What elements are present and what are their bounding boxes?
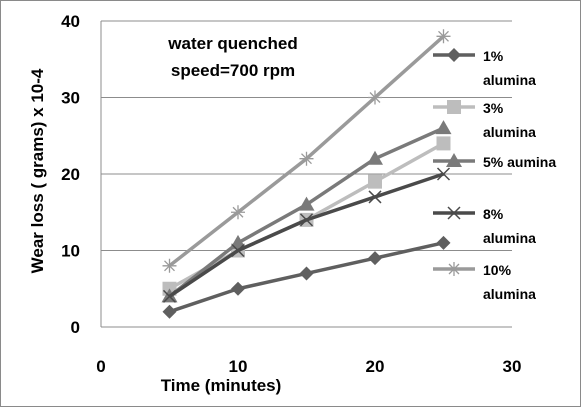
y-tick-label: 0 [71,318,80,337]
legend-label: 5% aumina [483,154,556,170]
chart-title: water quenched speed=700 rpm [167,34,297,80]
data-point [162,304,177,319]
data-point [435,120,452,135]
y-tick-label: 30 [61,89,80,108]
data-point [368,90,382,105]
data-point [299,213,314,227]
legend-label: alumina [483,286,536,302]
data-point [230,234,246,249]
legend-marker [447,262,461,276]
data-point [436,235,451,250]
legend-marker [447,206,461,220]
data-point [299,266,314,281]
data-point [368,251,382,266]
x-tick-label: 0 [96,357,105,376]
legend-marker [446,153,462,167]
data-point [162,289,177,303]
data-point [436,167,451,181]
legend-label: alumina [483,124,536,140]
legend-label: 3% [483,100,504,116]
data-point [231,281,245,296]
y-tick-label: 20 [61,165,80,184]
legend-label: alumina [483,230,536,246]
axes: 0 10 20 30 40 0 10 20 30 [61,12,521,376]
data-point [162,258,177,273]
data-point [367,150,383,165]
legend-label: 1% [483,48,504,64]
chart-title-line: water quenched [167,34,297,53]
data-point [231,243,245,258]
data-point [368,190,382,204]
y-tick-label: 40 [61,12,80,31]
legend-label: alumina [483,72,536,88]
legend: 1% alumina 3% alumina 5% aumina 8% alumina 10% a… [433,48,556,302]
data-point [436,29,451,44]
data-point [298,196,315,211]
legend-label: 8% [483,206,504,222]
legend-label: 10% [483,262,512,278]
y-axis-label: Wear loss ( grams) x 10-4 [28,68,47,273]
legend-marker [447,100,461,114]
y-tick-label: 10 [61,242,80,261]
x-tick-label: 30 [503,357,522,376]
series-lines [161,29,452,319]
legend-marker [447,48,461,62]
data-point [299,151,314,166]
x-axis-label: Time (minutes) [161,376,282,395]
x-tick-label: 20 [366,357,385,376]
chart-title-line: speed=700 rpm [171,61,295,80]
x-tick-label: 10 [229,357,248,376]
data-point [231,205,245,220]
data-point [368,174,382,189]
data-point [436,136,451,151]
